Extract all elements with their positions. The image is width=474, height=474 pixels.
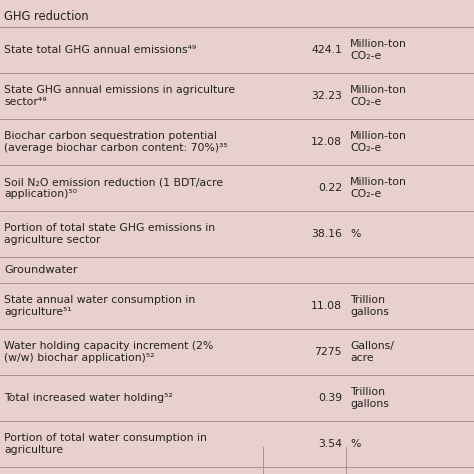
Text: Groundwater: Groundwater [4, 265, 78, 275]
Text: State GHG annual emissions in agriculture
sector⁴⁹: State GHG annual emissions in agricultur… [4, 85, 235, 107]
Text: Total increased water holding⁵²: Total increased water holding⁵² [4, 393, 173, 403]
Text: Million-ton
CO₂-e: Million-ton CO₂-e [350, 39, 407, 61]
Text: State total GHG annual emissions⁴⁹: State total GHG annual emissions⁴⁹ [4, 45, 196, 55]
Text: Million-ton
CO₂-e: Million-ton CO₂-e [350, 85, 407, 107]
Text: %: % [350, 229, 360, 239]
Text: 11.08: 11.08 [311, 301, 342, 311]
Text: 12.08: 12.08 [311, 137, 342, 147]
Text: 32.23: 32.23 [311, 91, 342, 101]
Text: Million-ton
CO₂-e: Million-ton CO₂-e [350, 131, 407, 153]
Text: %: % [350, 439, 360, 449]
Text: 7275: 7275 [315, 347, 342, 357]
Text: Trillion
gallons: Trillion gallons [350, 387, 389, 409]
Text: Gallons/
acre: Gallons/ acre [350, 341, 394, 363]
Text: GHG reduction: GHG reduction [4, 9, 89, 22]
Text: State annual water consumption in
agriculture⁵¹: State annual water consumption in agricu… [4, 295, 195, 317]
Text: 3.54: 3.54 [318, 439, 342, 449]
Text: Water holding capacity increment (2%
(w/w) biochar application)⁵²: Water holding capacity increment (2% (w/… [4, 341, 213, 363]
Text: Million-ton
CO₂-e: Million-ton CO₂-e [350, 177, 407, 199]
Text: 38.16: 38.16 [311, 229, 342, 239]
Text: Portion of total water consumption in
agriculture: Portion of total water consumption in ag… [4, 433, 207, 455]
Text: 424.1: 424.1 [311, 45, 342, 55]
Text: 0.39: 0.39 [318, 393, 342, 403]
Text: 0.22: 0.22 [318, 183, 342, 193]
Text: Biochar carbon sequestration potential
(average biochar carbon content: 70%)³⁵: Biochar carbon sequestration potential (… [4, 131, 228, 153]
Text: Trillion
gallons: Trillion gallons [350, 295, 389, 317]
Text: Soil N₂O emission reduction (1 BDT/acre
application)⁵⁰: Soil N₂O emission reduction (1 BDT/acre … [4, 177, 223, 199]
Text: Portion of total state GHG emissions in
agriculture sector: Portion of total state GHG emissions in … [4, 223, 215, 245]
